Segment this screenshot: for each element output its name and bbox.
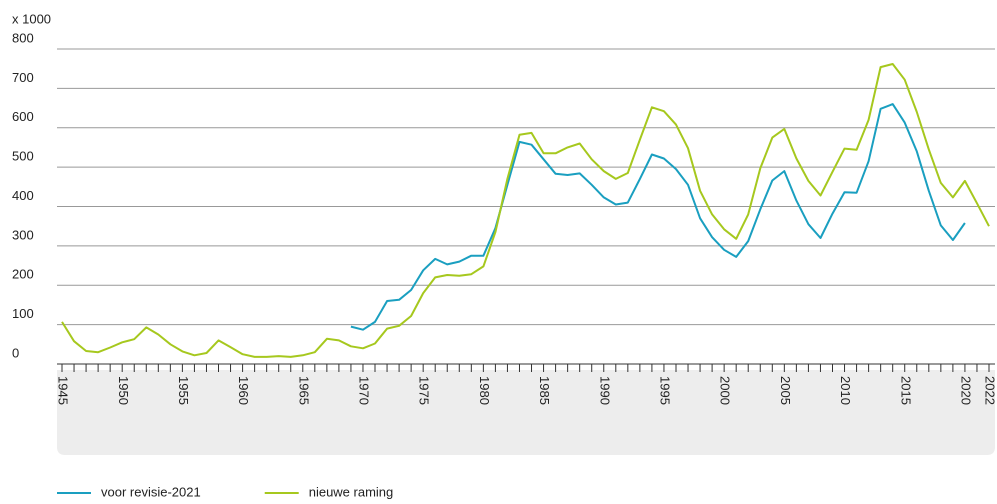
- y-tick-label: 800: [12, 30, 34, 45]
- y-tick-label: 600: [12, 109, 34, 124]
- x-tick-label: 2010: [838, 376, 853, 405]
- x-tick-label: 1990: [597, 376, 612, 405]
- x-tick-label: 2020: [958, 376, 973, 405]
- x-tick-label: 1945: [56, 376, 71, 405]
- series-line: [350, 103, 966, 331]
- x-tick-label: 1995: [658, 376, 673, 405]
- legend-label: nieuwe raming: [309, 484, 394, 499]
- x-tick-label: 1955: [176, 376, 191, 405]
- x-tick-label: 2005: [778, 376, 793, 405]
- x-tick-label: 1950: [116, 376, 131, 405]
- y-tick-label: 500: [12, 149, 34, 164]
- x-tick-label: 1975: [417, 376, 432, 405]
- x-tick-label: 1985: [537, 376, 552, 405]
- x-tick-label: 1960: [236, 376, 251, 405]
- x-tick-label: 1965: [296, 376, 311, 405]
- series-line: [61, 63, 990, 358]
- x-tick-label: 1970: [357, 376, 372, 405]
- axis-band: [57, 370, 995, 455]
- x-tick-label: 2000: [718, 376, 733, 405]
- y-axis-label: x 1000: [12, 11, 51, 26]
- y-tick-label: 0: [12, 345, 19, 360]
- x-tick-label: 2022: [983, 376, 997, 405]
- y-tick-label: 200: [12, 267, 34, 282]
- y-tick-label: 300: [12, 227, 34, 242]
- y-tick-label: 400: [12, 188, 34, 203]
- x-tick-label: 2015: [898, 376, 913, 405]
- y-tick-label: 100: [12, 306, 34, 321]
- legend-label: voor revisie-2021: [101, 484, 201, 499]
- x-tick-label: 1980: [477, 376, 492, 405]
- y-tick-label: 700: [12, 70, 34, 85]
